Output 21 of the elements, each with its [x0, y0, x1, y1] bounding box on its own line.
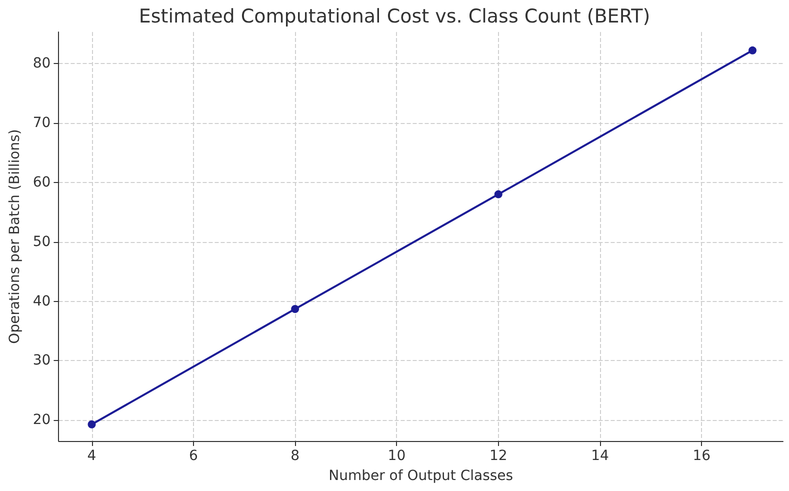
y-tick-label: 30	[32, 352, 51, 369]
point	[494, 190, 502, 198]
chart-title: Estimated Computational Cost vs. Class Count (BERT)	[138, 6, 650, 28]
y-tick-label: 80	[32, 56, 51, 72]
x-tick-label: 16	[692, 448, 711, 464]
y-tick-label: 50	[32, 234, 51, 250]
x-tick-label: 4	[87, 448, 96, 464]
point	[291, 305, 300, 314]
x-axis-title: Number of Output Classes	[328, 468, 514, 484]
x-tick-label: 10	[388, 448, 406, 464]
y-tick-label: 40	[32, 293, 51, 310]
y-tick-label: 70	[32, 114, 51, 131]
x-tick-label: 12	[489, 448, 508, 464]
y-tick-label: 20	[32, 412, 51, 428]
y-tick-label: 60	[32, 174, 51, 190]
x-tick-label: 8	[290, 448, 300, 464]
x-tick-label: 6	[188, 448, 198, 464]
x-tick-label: 14	[591, 448, 610, 464]
point	[88, 420, 96, 428]
y-axis-title: Operations per Batch (Billions)	[7, 129, 23, 344]
point	[748, 46, 757, 54]
